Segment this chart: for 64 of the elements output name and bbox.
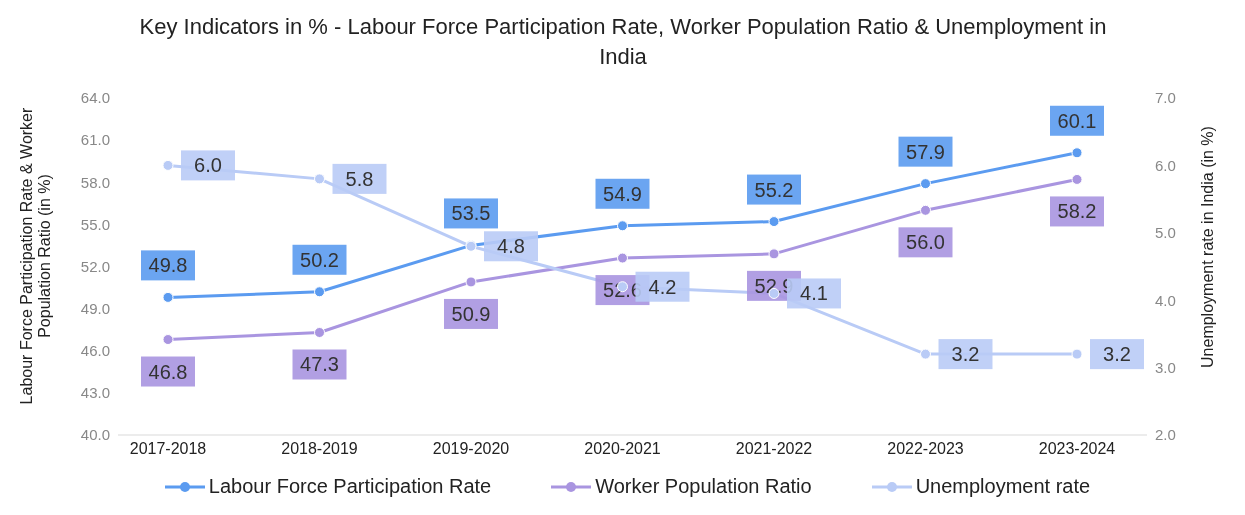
point <box>768 216 780 228</box>
chart-title: Key Indicators in % - Labour Force Participation Rate, Worker Population Ratio & Unemployment in India <box>138 13 1108 71</box>
data-label: 55.2 <box>754 178 794 201</box>
y-axis-title: Labour Force Participation Rate & Worker Population Ratio (in %) <box>18 106 54 406</box>
point <box>617 252 628 264</box>
data-label: 58.2 <box>1057 200 1097 223</box>
point <box>162 159 174 171</box>
point <box>1071 348 1083 360</box>
point <box>617 220 628 232</box>
point <box>920 178 931 190</box>
legend-label: Labour Force Participation Rate <box>208 475 492 498</box>
y-tick-label: 55.0 <box>80 215 110 233</box>
point <box>162 291 174 303</box>
data-label: 50.9 <box>451 302 491 325</box>
x-tick-label: 2017-2018 <box>129 440 207 458</box>
data-label: 56.0 <box>906 231 945 254</box>
data-label: 57.9 <box>906 140 945 163</box>
y-tick-label: 64.0 <box>80 89 110 107</box>
x-tick-label: 2022-2023 <box>887 440 964 458</box>
y2-tick-label: 6.0 <box>1155 156 1176 174</box>
data-label: 52.9 <box>754 274 794 297</box>
point <box>920 204 931 216</box>
y2-tick-label: 7.0 <box>1155 89 1176 107</box>
y-tick-label: 52.0 <box>80 257 110 275</box>
y-tick-label: 46.0 <box>80 342 110 360</box>
data-label: 53.5 <box>451 202 491 225</box>
legend-label: Worker Population Ratio <box>595 475 812 498</box>
y-tick-label: 49.0 <box>80 299 110 317</box>
point <box>314 286 325 298</box>
x-tick-label: 2019-2020 <box>432 440 510 458</box>
y2-tick-label: 3.0 <box>1155 358 1176 376</box>
x-tick-label: 2018-2019 <box>281 440 358 458</box>
data-label: 4.1 <box>800 282 828 305</box>
data-label: 54.9 <box>603 182 642 205</box>
data-label: 3.2 <box>951 343 980 366</box>
data-label: 4.2 <box>648 275 677 298</box>
point <box>920 348 931 360</box>
point <box>768 248 780 260</box>
point <box>1071 173 1083 185</box>
y-tick-label: 61.0 <box>80 131 110 149</box>
data-label: 46.8 <box>148 360 188 383</box>
y-tick-label: 40.0 <box>80 426 110 444</box>
point <box>314 327 325 338</box>
legend-label: Unemployment rate <box>915 475 1091 498</box>
y2-tick-label: 2.0 <box>1155 426 1176 444</box>
data-label: 5.8 <box>345 167 374 190</box>
data-label: 50.2 <box>300 248 339 271</box>
data-label: 47.3 <box>300 353 339 376</box>
y2-axis-title: Unemployment rate in India (in %) <box>1199 125 1217 370</box>
x-tick-label: 2020-2021 <box>584 440 661 458</box>
x-tick-label: 2021-2022 <box>735 440 813 458</box>
y-tick-label: 43.0 <box>80 384 110 402</box>
data-label: 3.2 <box>1103 343 1131 366</box>
point <box>465 276 477 288</box>
point <box>1071 147 1083 159</box>
y2-tick-label: 4.0 <box>1155 291 1176 309</box>
data-label: 4.8 <box>497 235 525 258</box>
y-tick-label: 58.0 <box>80 173 110 191</box>
data-label: 6.0 <box>194 154 222 177</box>
data-label: 60.1 <box>1057 109 1097 132</box>
data-label: 49.8 <box>148 254 188 277</box>
y2-tick-label: 5.0 <box>1155 224 1176 242</box>
x-tick-label: 2023-2024 <box>1038 440 1116 458</box>
point <box>314 173 325 185</box>
